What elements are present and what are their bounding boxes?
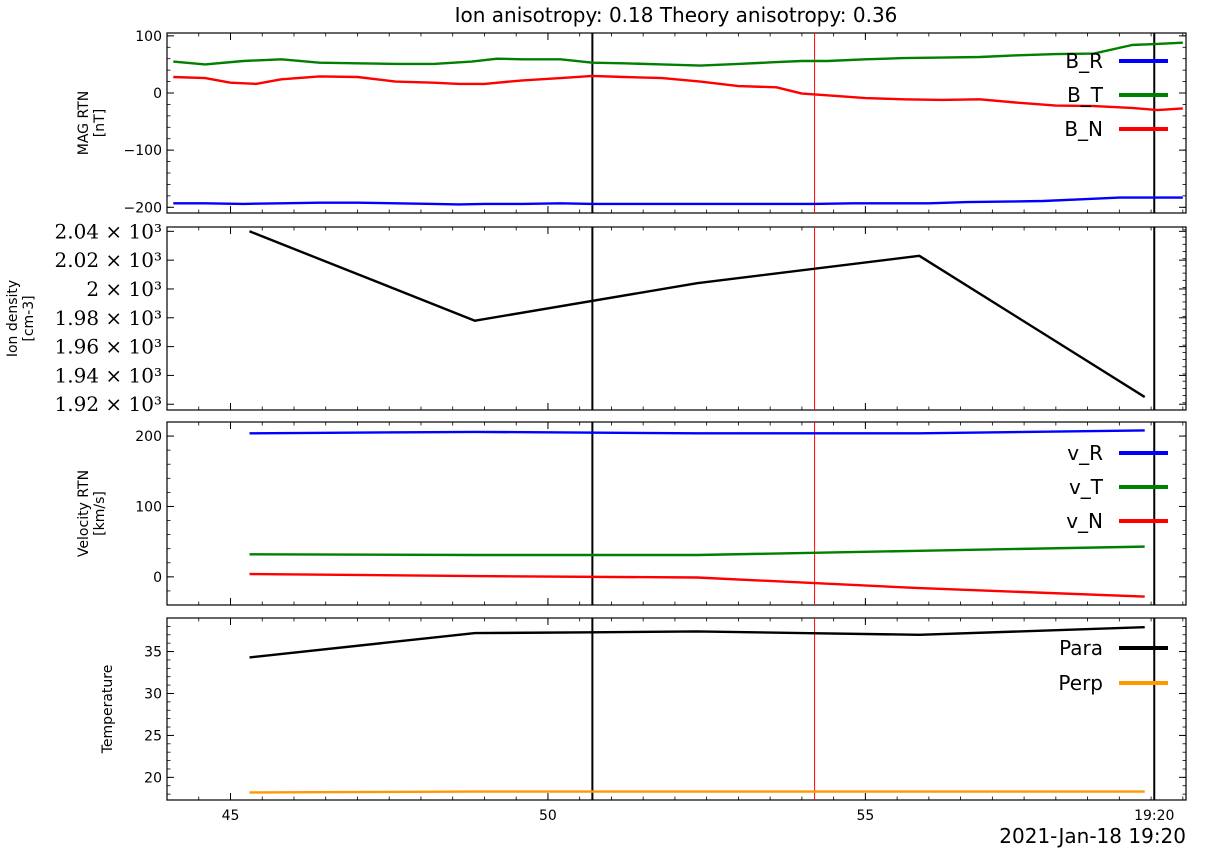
ylabel: Velocity RTN bbox=[76, 470, 92, 557]
xtick-label: 55 bbox=[856, 808, 874, 824]
ylabel: Ion density bbox=[5, 280, 21, 357]
legend-label: Para bbox=[1059, 636, 1103, 660]
panel-temperature: 20 25 30 35 Temperature Para Perp bbox=[100, 617, 1187, 801]
legend-label: B_T bbox=[1067, 83, 1104, 107]
ytick-label: 0 bbox=[153, 86, 162, 102]
panel-frame bbox=[166, 421, 1187, 606]
ytick-label: 30 bbox=[144, 686, 162, 702]
ytick-label: 1.92 × 10³ bbox=[55, 392, 162, 416]
panels-group: 100 0 −100 −200 MAG RTN [nT] B_R B_T B_N 1.92 × 1… bbox=[5, 29, 1187, 824]
ylabel: [km/s] bbox=[92, 491, 108, 536]
series-line-b_t bbox=[173, 41, 1183, 67]
ylabel: [cm-3] bbox=[21, 295, 37, 341]
ytick-label: 1.98 × 10³ bbox=[55, 306, 162, 330]
ytick-label: 2.04 × 10³ bbox=[55, 219, 162, 243]
legend-label: v_R bbox=[1067, 441, 1103, 465]
ylabel: MAG RTN bbox=[76, 91, 92, 155]
xtick-label: 50 bbox=[539, 808, 557, 824]
series-line-v_n bbox=[249, 572, 1145, 598]
series-line-v_t bbox=[249, 545, 1145, 557]
panel-frame bbox=[166, 32, 1187, 214]
ytick-label: −200 bbox=[124, 200, 162, 216]
legend-label: v_T bbox=[1069, 475, 1104, 499]
figure-title: Ion anisotropy: 0.18 Theory anisotropy: … bbox=[455, 3, 898, 27]
ytick-label: 0 bbox=[153, 570, 162, 586]
panel-velocity: 0 100 200 Velocity RTN [km/s] v_R v_T v_N bbox=[76, 421, 1187, 606]
series-line-v_r bbox=[249, 429, 1145, 435]
ylabel: Temperature bbox=[100, 665, 116, 755]
panel-frame bbox=[166, 226, 1187, 411]
series-line-b_n bbox=[173, 74, 1183, 112]
ytick-label: 35 bbox=[144, 645, 162, 661]
ytick-label: 1.94 × 10³ bbox=[55, 363, 162, 387]
panel-density: 1.92 × 10³ 1.94 × 10³ 1.96 × 10³ 1.98 × 10³… bbox=[5, 219, 1187, 416]
legend-label: v_N bbox=[1066, 509, 1103, 533]
legend-label: B_R bbox=[1065, 49, 1103, 73]
ytick-label: 2.02 × 10³ bbox=[55, 248, 162, 272]
panel-mag: 100 0 −100 −200 MAG RTN [nT] B_R B_T B_N bbox=[76, 29, 1187, 216]
xtick-label: 45 bbox=[222, 808, 240, 824]
xtick-label: 19:20 bbox=[1134, 808, 1174, 824]
ylabel: [nT] bbox=[92, 109, 108, 137]
panel-frame bbox=[166, 617, 1187, 801]
ytick-label: 100 bbox=[135, 29, 162, 45]
legend-label: B_N bbox=[1064, 117, 1103, 141]
ytick-label: 100 bbox=[135, 499, 162, 515]
series-line-perp bbox=[249, 790, 1145, 794]
series-line-b_r bbox=[173, 196, 1183, 206]
series-line-para bbox=[249, 626, 1145, 659]
legend-label: Perp bbox=[1058, 671, 1103, 695]
ytick-label: 20 bbox=[144, 770, 162, 786]
ytick-label: −100 bbox=[124, 143, 162, 159]
ytick-label: 200 bbox=[135, 429, 162, 445]
ytick-label: 2 × 10³ bbox=[86, 277, 162, 301]
time-label: 2021-Jan-18 19:20 bbox=[999, 824, 1186, 848]
series-line-density bbox=[249, 230, 1146, 399]
ytick-label: 25 bbox=[144, 728, 162, 744]
ytick-label: 1.96 × 10³ bbox=[55, 335, 162, 359]
